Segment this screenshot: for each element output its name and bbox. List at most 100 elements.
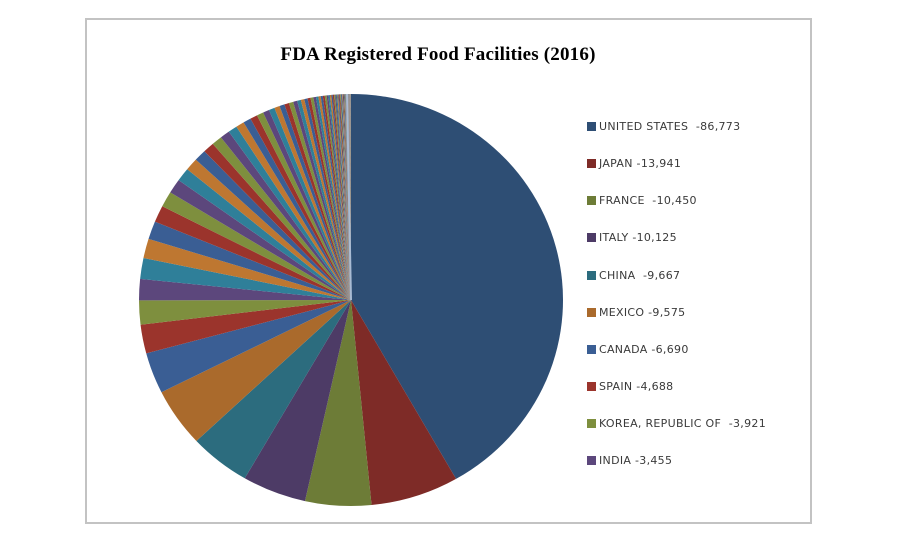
pie-slice-other-1: [140, 257, 351, 300]
pie-slice-other-11: [212, 137, 351, 300]
pie-slice-other-14: [236, 122, 351, 301]
pie-slice-other-5: [162, 192, 351, 300]
pie-slice-other-33: [320, 95, 351, 300]
pie-slice-other-25: [297, 99, 351, 300]
pie-slice-mexico: [161, 300, 351, 441]
legend-item: UNITED STATES -86,773: [587, 120, 766, 157]
pie-slice-other-76: [349, 94, 351, 300]
pie-slice-other-17: [256, 112, 351, 300]
pie-slice-other-87: [350, 94, 351, 300]
pie-slice-other-43: [336, 94, 351, 301]
pie-slice-other-10: [204, 143, 351, 300]
pie-slice-other-27: [304, 98, 351, 300]
pie-slice-other-8: [187, 159, 351, 300]
legend-label: INDIA -3,455: [599, 454, 673, 468]
legend-item: INDIA -3,455: [587, 454, 766, 491]
legend-label: CANADA -6,690: [599, 342, 689, 356]
legend-label: UNITED STATES -86,773: [599, 120, 741, 133]
pie-slice-other-49: [341, 94, 351, 301]
legend-label: CHINA -9,667: [599, 268, 681, 282]
legend-swatch-icon: [587, 270, 596, 280]
legend-item: KOREA, REPUBLIC OF -3,921: [587, 417, 766, 454]
legend-swatch-icon: [587, 196, 596, 206]
pie-slice-other-26: [300, 99, 351, 300]
pie-slice-spain: [140, 300, 351, 354]
pie-slice-other-23: [288, 101, 351, 300]
legend-swatch-icon: [587, 307, 596, 317]
pie-slice-other-39: [331, 94, 351, 301]
pie-slice-other-47: [340, 94, 351, 301]
pie-slice-other-85: [350, 94, 351, 300]
pie-slice-other-28: [307, 97, 351, 300]
pie-slice-other-44: [337, 94, 351, 301]
legend-item: FRANCE -10,450: [587, 194, 766, 231]
chart-title: FDA Registered Food Facilities (2016): [280, 44, 596, 65]
pie-slice-other-15: [243, 118, 351, 300]
legend-item: CANADA -6,690: [587, 343, 766, 380]
legend-item: JAPAN -13,941: [587, 157, 766, 194]
pie-slice-other-41: [333, 94, 351, 300]
pie-slice-other-75: [349, 93, 351, 300]
pie-slice-other-2: [143, 238, 351, 300]
pie-slice-other-82: [350, 94, 351, 300]
pie-slice-other-22: [284, 103, 351, 300]
pie-slice-other-46: [339, 94, 351, 300]
legend-swatch-icon: [587, 159, 596, 169]
pie-slice-other-32: [318, 96, 351, 301]
legend-swatch-icon: [587, 344, 596, 354]
pie-slice-other-42: [335, 94, 351, 300]
pie-slice-china: [196, 300, 351, 479]
legend: UNITED STATES -86,773 JAPAN -13,941 FRANCE…: [587, 120, 766, 491]
legend-label: ITALY -10,125: [599, 231, 677, 245]
pie-slice-other-20: [274, 106, 351, 300]
pie-slice-other-51: [342, 94, 351, 300]
legend-item: SPAIN -4,688: [587, 380, 766, 417]
pie-slice-korea-republic-of: [139, 300, 351, 325]
pie-slice-other-13: [228, 126, 351, 300]
pie-slice-other-19: [268, 107, 351, 300]
pie-slice-other-45: [338, 94, 351, 300]
pie-slice-other-24: [293, 100, 351, 301]
legend-item: CHINA -9,667: [587, 269, 766, 306]
pie-slice-other-29: [310, 97, 351, 300]
pie-slice-france: [304, 300, 372, 507]
pie-slice-other-67: [348, 94, 351, 301]
pie-slice-other-35: [324, 95, 351, 301]
pie-slice-japan: [351, 300, 457, 506]
pie-slice-other-36: [326, 95, 351, 300]
pie-slice-other-48: [340, 94, 351, 301]
legend-label: JAPAN -13,941: [599, 157, 682, 171]
pie-slice-other-50: [342, 94, 351, 301]
pie-slice-other-6: [170, 180, 351, 300]
legend-swatch-icon: [587, 419, 596, 429]
pie-slice-other-37: [328, 95, 351, 300]
pie-slice-other-70: [348, 94, 351, 300]
pie-slice-other-4: [154, 206, 351, 300]
pie-slice-other-38: [329, 94, 351, 300]
pie-slice-canada: [146, 300, 351, 393]
pie-slice-other-12: [220, 131, 351, 300]
legend-swatch-icon: [587, 233, 596, 243]
pie-slice-other-16: [250, 115, 351, 301]
pie-slice-other-3: [148, 221, 351, 300]
legend-label: MEXICO -9,575: [599, 305, 686, 319]
legend-label: SPAIN -4,688: [599, 379, 674, 393]
pie-slice-other-9: [195, 151, 351, 300]
pie-slice-other-21: [279, 104, 351, 301]
pie-slice-other-40: [332, 94, 351, 300]
legend-label: KOREA, REPUBLIC OF -3,921: [599, 417, 766, 431]
legend-item: MEXICO -9,575: [587, 306, 766, 343]
legend-swatch-icon: [587, 456, 596, 466]
legend-swatch-icon: [587, 381, 596, 391]
pie-slice-other-18: [263, 110, 351, 300]
pie-slice-italy: [244, 300, 351, 502]
pie-slice-india: [138, 278, 351, 301]
legend-label: FRANCE -10,450: [599, 194, 697, 208]
pie-start-line: [346, 93, 352, 301]
legend-item: ITALY -10,125: [587, 231, 766, 268]
pie-slice-other-79: [349, 93, 351, 300]
pie-slice-other-30: [313, 96, 351, 300]
pie-slice-other-34: [322, 95, 351, 300]
